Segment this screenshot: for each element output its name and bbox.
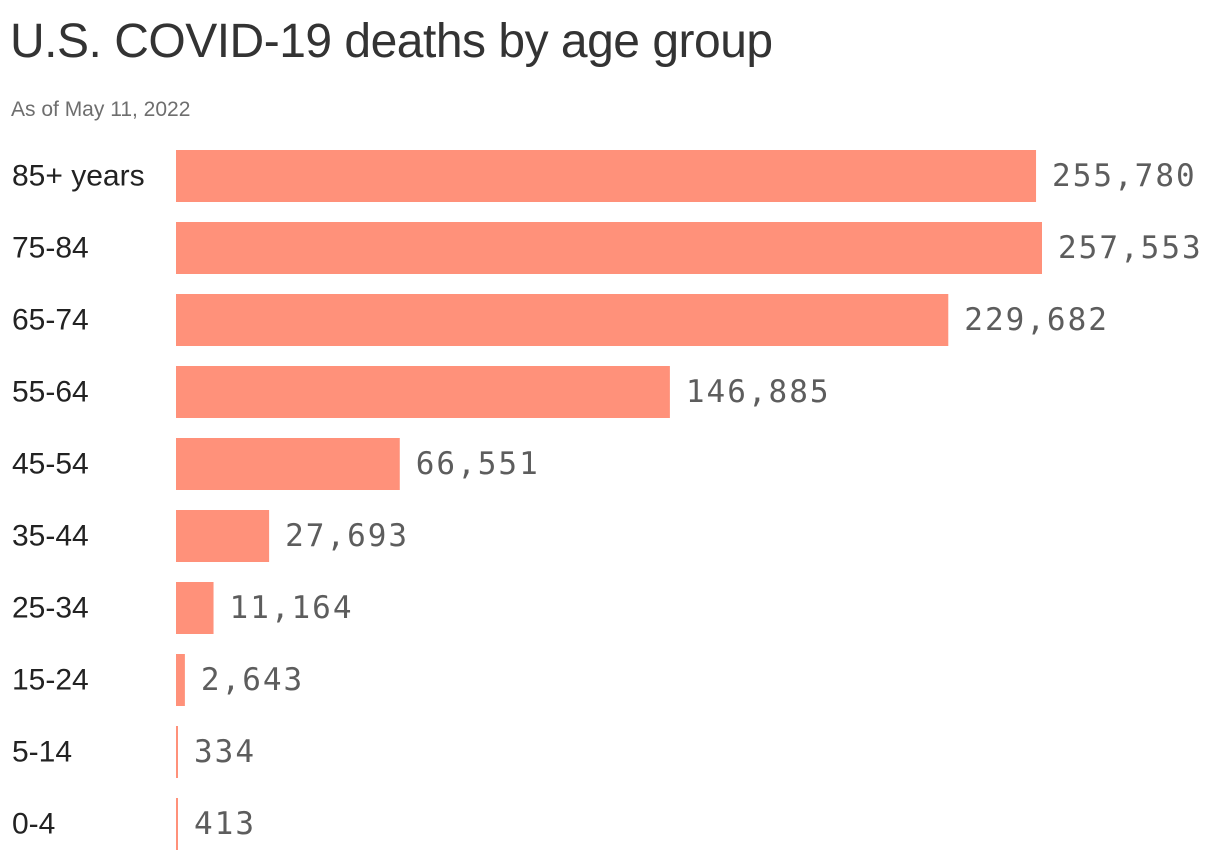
chart-subtitle: As of May 11, 2022 xyxy=(11,98,191,121)
category-label: 5-14 xyxy=(12,736,72,769)
value-label: 255,780 xyxy=(1052,158,1197,194)
category-label: 85+ years xyxy=(12,160,145,193)
bar xyxy=(176,438,400,490)
value-label: 2,643 xyxy=(201,662,304,698)
category-label: 45-54 xyxy=(12,448,89,481)
category-label: 65-74 xyxy=(12,304,89,337)
bar xyxy=(176,510,270,562)
value-label: 66,551 xyxy=(416,446,540,482)
chart-title: U.S. COVID-19 deaths by age group xyxy=(10,15,773,68)
category-label: 35-44 xyxy=(12,520,89,553)
value-label: 334 xyxy=(194,734,256,770)
bar xyxy=(176,294,949,346)
value-label: 11,164 xyxy=(230,590,354,626)
bar xyxy=(176,654,185,706)
value-label: 146,885 xyxy=(686,374,831,410)
category-label: 25-34 xyxy=(12,592,89,625)
bar xyxy=(176,222,1042,274)
value-label: 27,693 xyxy=(285,518,409,554)
bar xyxy=(176,582,214,634)
value-label: 229,682 xyxy=(964,302,1109,338)
category-label: 75-84 xyxy=(12,232,89,265)
bar xyxy=(176,798,178,850)
bar xyxy=(176,366,670,418)
category-label: 15-24 xyxy=(12,664,89,697)
bar xyxy=(176,726,178,778)
bar xyxy=(176,150,1037,202)
value-label: 413 xyxy=(194,806,256,842)
category-label: 0-4 xyxy=(12,808,55,841)
category-label: 55-64 xyxy=(12,376,89,409)
value-label: 257,553 xyxy=(1058,230,1203,266)
